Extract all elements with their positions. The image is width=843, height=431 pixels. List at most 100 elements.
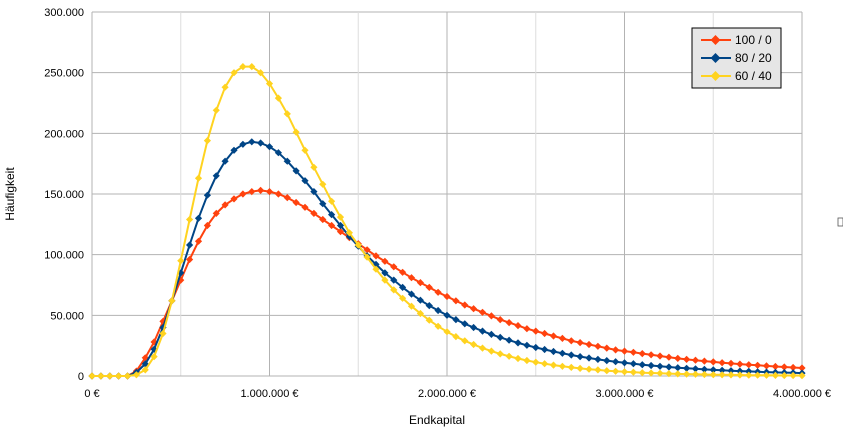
data-point <box>381 269 389 277</box>
data-point <box>257 139 265 147</box>
data-point <box>336 221 345 230</box>
data-point <box>283 110 291 118</box>
data-point <box>487 347 495 355</box>
data-point <box>487 312 495 320</box>
data-point <box>576 353 584 361</box>
y-tick-label: 150.000 <box>44 189 84 201</box>
data-point <box>594 355 602 363</box>
data-point <box>88 372 96 380</box>
data-point <box>523 356 531 365</box>
data-point <box>257 186 265 194</box>
data-point <box>345 232 353 241</box>
x-tick-label: 2.000.000 € <box>418 388 476 400</box>
data-point <box>754 361 762 369</box>
data-point <box>106 372 114 380</box>
data-point <box>372 252 380 260</box>
x-tick-label: 4.000.000 € <box>773 388 831 400</box>
data-point <box>603 367 611 375</box>
data-point <box>594 366 602 374</box>
data-point <box>301 203 309 211</box>
data-point <box>283 157 291 165</box>
data-point <box>567 337 575 345</box>
data-point <box>283 194 291 202</box>
data-point <box>363 253 371 261</box>
data-point <box>416 296 424 304</box>
data-point <box>230 195 238 203</box>
data-point <box>532 358 540 366</box>
data-point <box>470 323 478 332</box>
data-point <box>434 288 442 296</box>
data-point <box>265 80 274 88</box>
data-point <box>399 283 407 291</box>
data-point <box>541 345 549 354</box>
data-point <box>194 174 203 182</box>
data-point <box>656 352 664 360</box>
data-point <box>665 353 673 361</box>
data-point <box>567 363 575 371</box>
data-point <box>390 276 398 284</box>
data-point <box>203 137 211 145</box>
data-point <box>612 346 620 354</box>
data-point <box>514 322 522 330</box>
edge-glyph <box>837 217 843 227</box>
data-point <box>248 63 256 71</box>
data-point <box>461 301 469 309</box>
data-point <box>443 292 451 301</box>
data-point <box>541 360 549 368</box>
data-point <box>620 347 629 355</box>
data-point <box>771 371 779 379</box>
data-point <box>727 367 735 375</box>
data-point <box>186 215 194 224</box>
data-point <box>754 371 762 379</box>
data-point <box>514 354 522 363</box>
data-point <box>452 333 460 341</box>
data-point <box>683 364 691 372</box>
legend-label: 60 / 40 <box>735 69 772 83</box>
data-point <box>780 363 788 371</box>
data-point <box>603 344 611 352</box>
data-point <box>585 340 593 349</box>
data-point <box>665 363 673 371</box>
x-axis-title: Endkapital <box>409 413 465 427</box>
data-point <box>407 290 416 298</box>
data-point <box>363 246 371 254</box>
legend-label: 100 / 0 <box>735 33 772 47</box>
data-point <box>727 371 735 379</box>
data-point <box>248 188 256 196</box>
data-point <box>496 316 504 324</box>
data-point <box>718 359 726 367</box>
legend: 100 / 0 80 / 20 60 / 40 <box>691 27 782 89</box>
data-point <box>239 190 247 198</box>
data-point <box>443 328 451 336</box>
data-point <box>248 138 256 146</box>
tick-labels: 0 50.000 100.000 150.000 200.000 250.000 300.0… <box>44 7 831 400</box>
data-point <box>798 364 806 372</box>
data-point <box>647 369 655 377</box>
data-point <box>718 371 726 379</box>
data-point <box>647 351 655 359</box>
data-point <box>115 372 123 380</box>
data-point <box>771 362 779 371</box>
x-tick-label: 0 € <box>84 388 99 400</box>
data-point <box>434 306 442 315</box>
data-point <box>665 370 673 378</box>
data-point <box>230 69 238 77</box>
data-point <box>505 336 513 344</box>
data-point <box>487 330 495 338</box>
data-point <box>150 353 158 361</box>
data-point <box>416 309 424 318</box>
data-point <box>629 368 637 376</box>
data-point <box>656 362 664 370</box>
data-point <box>132 371 140 379</box>
data-point <box>532 343 540 352</box>
data-point <box>425 283 433 291</box>
data-point <box>594 342 602 350</box>
data-point <box>168 297 176 305</box>
data-point <box>186 241 194 249</box>
data-point <box>328 197 336 205</box>
data-point <box>700 370 708 379</box>
data-point <box>328 211 336 219</box>
data-point <box>745 367 753 376</box>
data-point <box>221 83 229 91</box>
y-tick-label: 200.000 <box>44 128 84 140</box>
